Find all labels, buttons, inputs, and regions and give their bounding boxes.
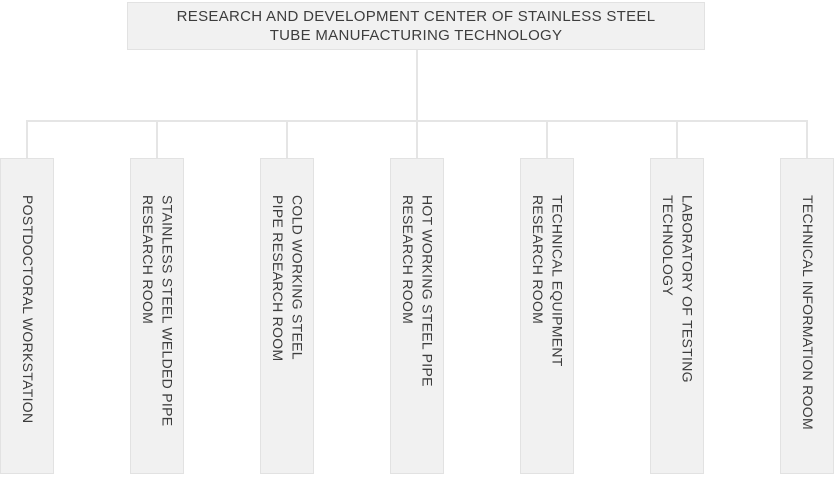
org-root-node: RESEARCH AND DEVELOPMENT CENTER OF STAIN… xyxy=(127,2,705,50)
dept-label: TECHNICAL INFORMATION ROOM xyxy=(799,195,816,430)
connector-stub xyxy=(806,120,808,160)
dept-label: TECHNICAL EQUIPMENT RESEARCH ROOM xyxy=(530,195,566,367)
connector-stub xyxy=(156,120,158,160)
dept-node-postdoctoral-workstation: POSTDOCTORAL WORKSTATION xyxy=(0,158,54,474)
connector-stub xyxy=(286,120,288,160)
dept-node-technical-equipment: TECHNICAL EQUIPMENT RESEARCH ROOM xyxy=(520,158,574,474)
dept-label: COLD WORKING STEEL PIPE RESEARCH ROOM xyxy=(270,195,306,362)
dept-label: STAINLESS STEEL WELDED PIPE RESEARCH ROO… xyxy=(140,195,176,427)
org-root-label: RESEARCH AND DEVELOPMENT CENTER OF STAIN… xyxy=(176,8,656,44)
dept-node-hot-working-steel-pipe: HOT WORKING STEEL PIPE RESEARCH ROOM xyxy=(390,158,444,474)
connector-stub xyxy=(26,120,28,160)
connector-root-drop xyxy=(416,50,418,122)
dept-label: LABORATORY OF TESTING TECHNOLOGY xyxy=(660,195,696,383)
dept-label: POSTDOCTORAL WORKSTATION xyxy=(19,195,36,424)
dept-node-laboratory-of-testing: LABORATORY OF TESTING TECHNOLOGY xyxy=(650,158,704,474)
connector-stub xyxy=(676,120,678,160)
dept-node-cold-working-steel-pipe: COLD WORKING STEEL PIPE RESEARCH ROOM xyxy=(260,158,314,474)
dept-label: HOT WORKING STEEL PIPE RESEARCH ROOM xyxy=(400,195,436,387)
connector-stub xyxy=(546,120,548,160)
dept-node-stainless-steel-welded-pipe: STAINLESS STEEL WELDED PIPE RESEARCH ROO… xyxy=(130,158,184,474)
connector-stub xyxy=(416,120,418,160)
dept-node-technical-information: TECHNICAL INFORMATION ROOM xyxy=(780,158,834,474)
